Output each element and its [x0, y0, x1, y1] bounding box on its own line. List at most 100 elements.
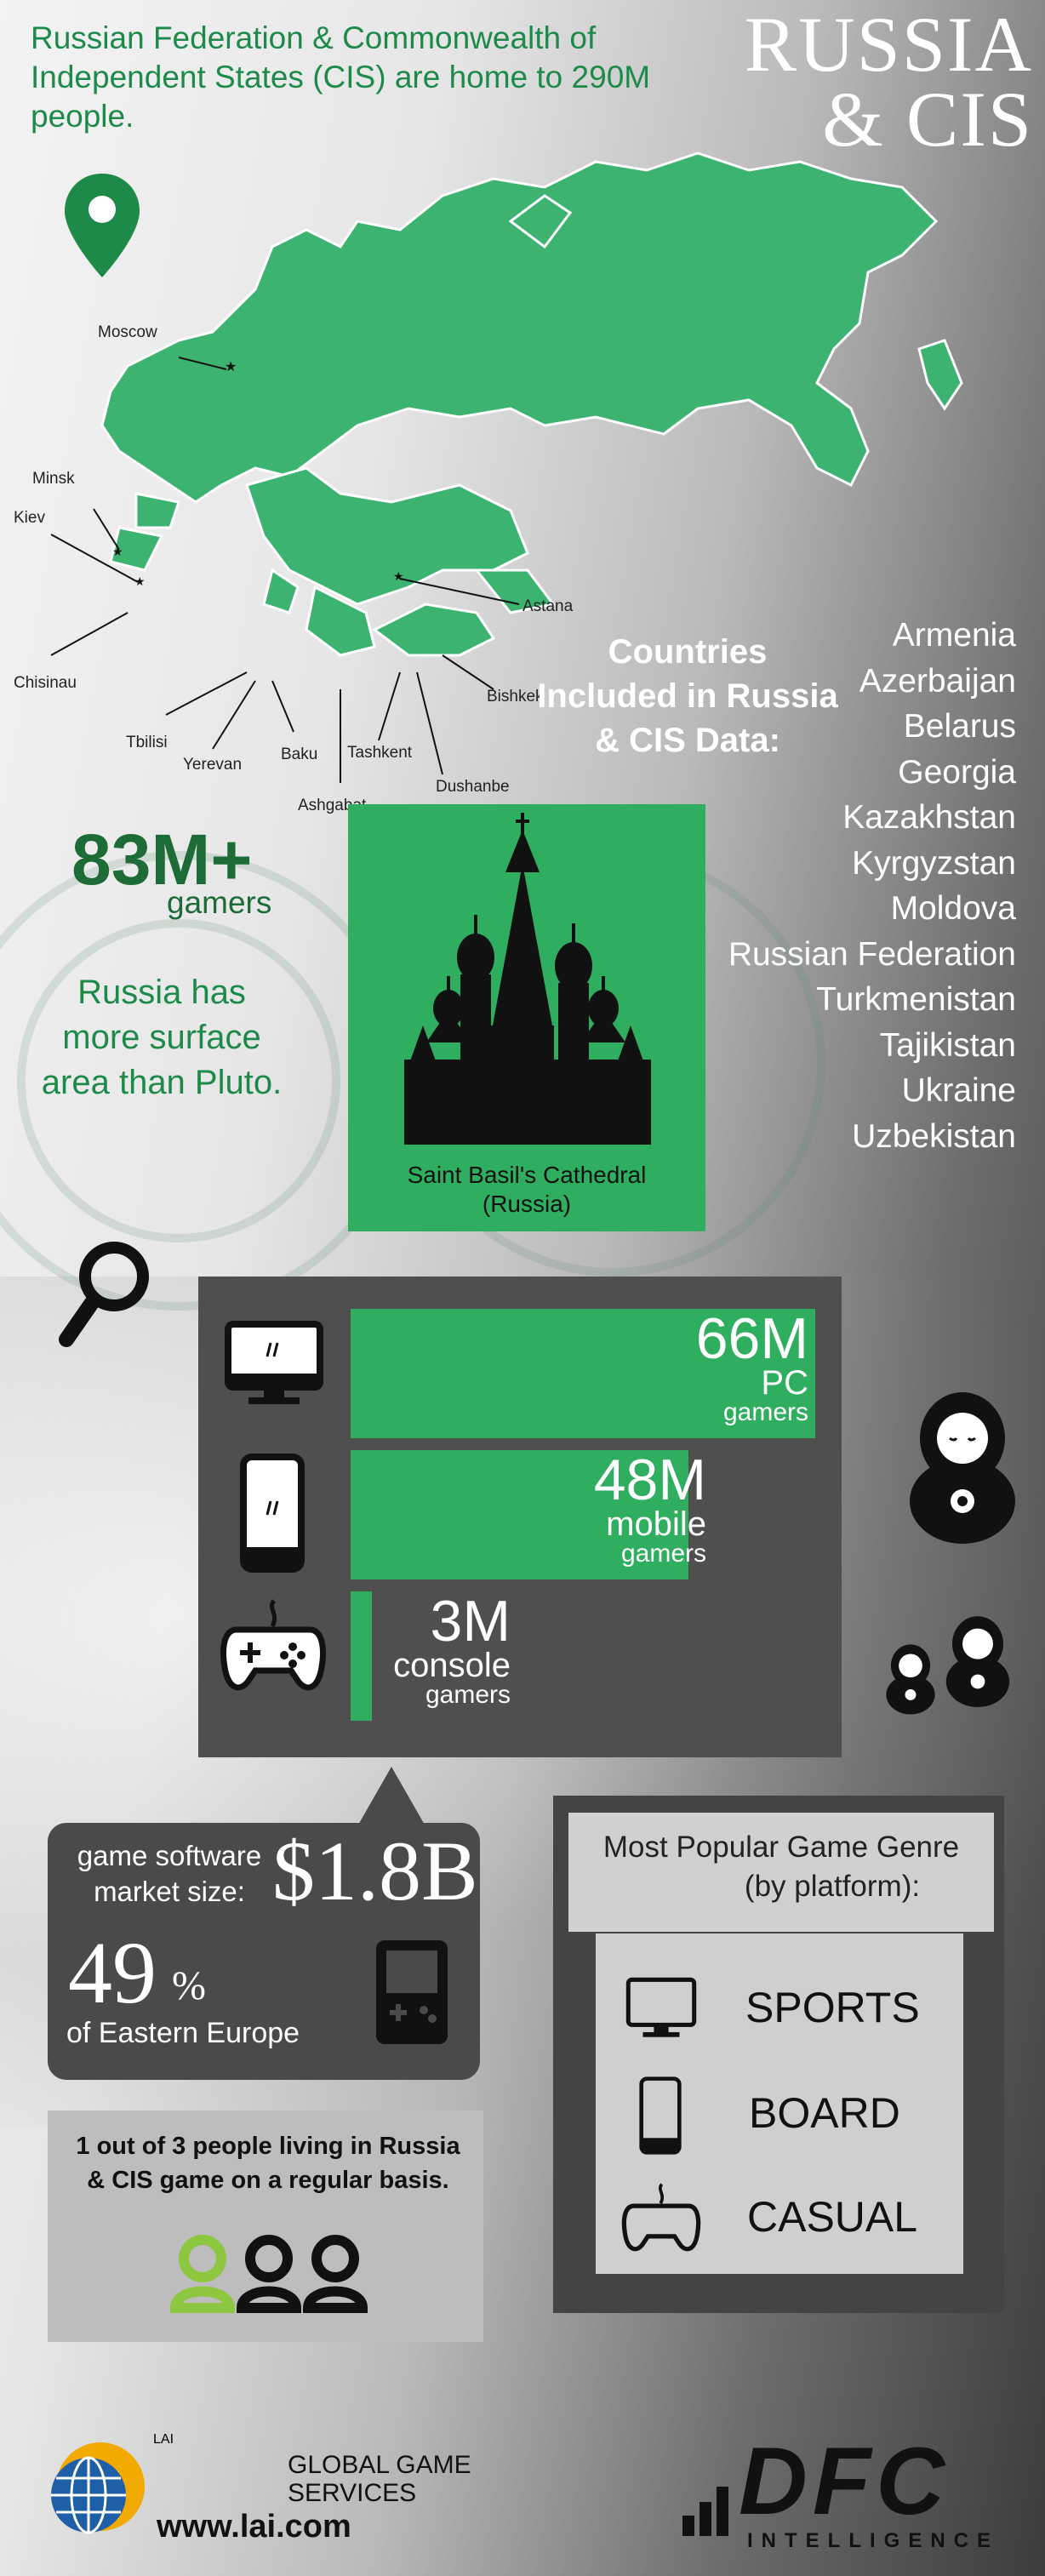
monitor-icon: [225, 1321, 323, 1404]
lai-logo: LAI: [153, 2432, 174, 2447]
gamepad-icon: [220, 1599, 326, 1691]
market-label: game software market size:: [63, 1838, 276, 1910]
cathedral-caption-line-2: (Russia): [482, 1191, 572, 1217]
city-label-astana: Astana: [522, 597, 574, 615]
dfc-bars-icon: [682, 2487, 728, 2536]
city-label-moscow: Moscow: [98, 323, 157, 341]
dfc-logo-text: DFC: [739, 2428, 951, 2534]
person-icon: [245, 2235, 293, 2282]
genre-title: Most Popular Game Genre (by platform):: [568, 1828, 994, 1906]
person-icon: [236, 2286, 302, 2313]
cathedral-panel: [348, 804, 705, 1231]
handheld-console-icon: [376, 1940, 448, 2044]
platform-bar-console: [351, 1591, 372, 1721]
city-label-yerevan: Yerevan: [183, 756, 243, 774]
lai-tagline-line-2: SERVICES: [288, 2479, 417, 2507]
mobile-sub: gamers: [620, 1539, 706, 1568]
genre-title-bg: [568, 1813, 994, 1932]
page-title: RUSSIA & CIS: [659, 1, 1033, 163]
genre-label-casual: CASUAL: [747, 2193, 918, 2241]
platform-bar-pc: [351, 1309, 815, 1438]
people-icon-group: [169, 2235, 368, 2313]
phone-icon: [240, 1454, 305, 1573]
speech-pointer: [357, 1767, 425, 1826]
country-item: Armenia: [892, 617, 1016, 654]
svg-text:★: ★: [393, 569, 404, 583]
genre-title-line-1: Most Popular Game Genre: [602, 1831, 960, 1864]
country-item: Turkmenistan: [816, 981, 1016, 1018]
market-share-value: 49: [68, 1924, 157, 2022]
city-label-bishkek: Bishkek: [487, 688, 544, 705]
country-item: Kazakhstan: [842, 799, 1016, 836]
svg-text:★: ★: [225, 360, 237, 374]
market-share-unit: %: [172, 1963, 206, 2008]
person-icon: [311, 2235, 359, 2282]
country-item: Ukraine: [901, 1072, 1016, 1109]
title-line-2: & CIS: [822, 76, 1033, 163]
svg-text:★: ★: [112, 545, 123, 558]
lai-url-link[interactable]: www.lai.com: [157, 2509, 351, 2545]
lai-tagline: GLOBAL GAME SERVICES: [288, 2451, 471, 2507]
countries-heading: Countries Included in Russia & CIS Data:: [537, 633, 838, 759]
platform-bar-mobile: [351, 1450, 688, 1579]
matryoshka-doll-icon: [886, 1644, 935, 1715]
country-item: Azerbaijan: [859, 662, 1016, 700]
city-label-baku: Baku: [281, 745, 318, 763]
city-label-kiev: Kiev: [14, 509, 45, 527]
matryoshka-doll-icon: [910, 1392, 1015, 1544]
svg-text:★: ★: [134, 574, 146, 588]
country-item: Russian Federation: [728, 935, 1016, 973]
location-pin-icon: [65, 174, 140, 277]
city-label-minsk: Minsk: [32, 470, 75, 488]
cathedral-caption: Saint Basil's Cathedral (Russia): [348, 1161, 705, 1219]
pc-sub: gamers: [722, 1398, 808, 1426]
person-icon-highlighted: [179, 2235, 226, 2282]
market-label-line-1: game software: [77, 1840, 262, 1871]
magnifier-icon: [59, 1242, 149, 1347]
total-gamers-value: 83M+: [71, 820, 253, 900]
matryoshka-doll-icon: [945, 1616, 1010, 1707]
title-line-1: RUSSIA: [744, 1, 1033, 88]
city-label-tbilisi: Tbilisi: [126, 734, 168, 751]
cathedral-caption-line-1: Saint Basil's Cathedral: [407, 1162, 647, 1188]
country-item: Georgia: [898, 753, 1016, 791]
console-stat: 3M console gamers: [213, 1589, 511, 1709]
pluto-fact: Russia has more surface area than Pluto.: [41, 974, 283, 1101]
city-label-tashkent: Tashkent: [347, 744, 413, 762]
person-icon: [302, 2286, 368, 2313]
genre-label-board: BOARD: [749, 2089, 900, 2137]
total-gamers-label: gamers: [167, 885, 272, 920]
monitor-icon: [625, 1977, 697, 2037]
city-label-dushanbe: Dushanbe: [436, 778, 510, 796]
people-text: 1 out of 3 people living in Russia & CIS…: [76, 2133, 460, 2194]
russia-cis-map: ★ ★ ★ ★: [50, 151, 963, 783]
country-item: Belarus: [903, 708, 1016, 745]
country-item: Tajikistan: [879, 1026, 1016, 1064]
console-sub: gamers: [425, 1681, 511, 1709]
intro-text: Russian Federation & Commonwealth of Ind…: [31, 20, 651, 134]
dfc-logo: DFC INTELLIGENCE: [679, 2434, 1019, 2553]
market-label-line-2: market size:: [94, 1876, 245, 1907]
mobile-label: mobile: [606, 1505, 706, 1543]
gamepad-icon: [621, 2183, 701, 2252]
pc-stat: 66M PC gamers: [511, 1310, 808, 1426]
country-item: Uzbekistan: [852, 1117, 1016, 1155]
city-label-chisinau: Chisinau: [14, 674, 77, 692]
ornament-decoration: [17, 919, 340, 1242]
mobile-stat: 48M mobile gamers: [408, 1448, 706, 1568]
country-item: Moldova: [890, 890, 1016, 927]
console-value: 3M: [430, 1589, 511, 1654]
globe-gear-icon: [51, 2442, 145, 2534]
pc-label: PC: [761, 1364, 808, 1402]
market-value: $1.8B: [272, 1824, 478, 1918]
genre-label-sports: SPORTS: [745, 1984, 920, 2031]
phone-icon: [639, 2076, 682, 2155]
country-item: Kyrgyzstan: [852, 844, 1016, 882]
console-label: console: [393, 1647, 511, 1684]
genre-title-line-2: (by platform):: [744, 1870, 921, 1903]
dfc-logo-subtitle: INTELLIGENCE: [747, 2529, 1000, 2552]
market-share-label: of Eastern Europe: [66, 2017, 300, 2049]
mobile-value: 48M: [593, 1448, 706, 1512]
lai-tagline-line-1: GLOBAL GAME: [288, 2451, 471, 2479]
countries-list: Armenia Azerbaijan Belarus Georgia Kazak…: [659, 613, 1016, 1159]
